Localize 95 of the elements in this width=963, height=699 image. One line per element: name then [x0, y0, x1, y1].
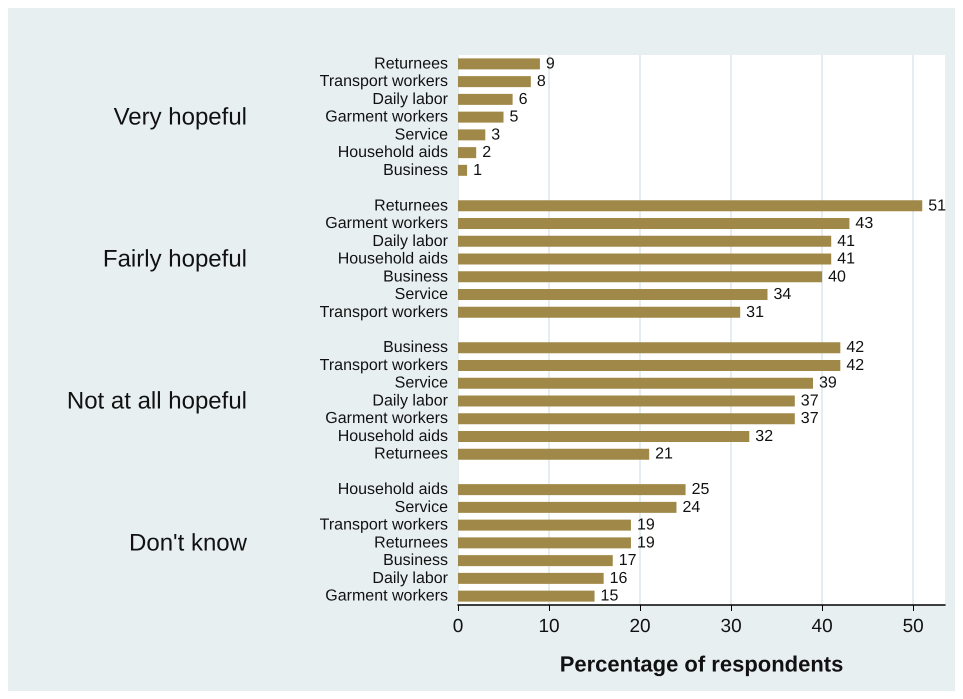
y-tick-label: Business	[383, 552, 448, 570]
data-label: 19	[636, 534, 655, 552]
bar	[458, 129, 486, 140]
bar	[458, 218, 850, 230]
x-tick-label: 40	[812, 616, 833, 637]
data-label: 17	[618, 552, 637, 570]
y-tick-label: Business	[383, 339, 448, 356]
x-tick-label: 10	[538, 616, 560, 637]
x-tick-label: 50	[902, 616, 924, 637]
y-tick-label: Garment workers	[325, 108, 448, 126]
y-tick-label: Returnees	[374, 55, 448, 72]
data-label: 16	[610, 570, 628, 587]
x-tick-label: 0	[452, 616, 464, 637]
data-label: 41	[837, 232, 856, 250]
y-tick-label: Business	[383, 162, 448, 179]
bar	[458, 112, 504, 123]
bar	[458, 306, 740, 318]
y-tick-label: Service	[394, 126, 448, 144]
y-tick-label: Returnees	[374, 197, 448, 214]
data-label: 25	[692, 481, 710, 498]
data-label: 39	[819, 374, 837, 392]
y-tick-label: Household aids	[338, 144, 448, 162]
data-label: 42	[846, 356, 864, 374]
bar	[458, 555, 613, 566]
data-label: 15	[600, 588, 618, 605]
y-tick-label: Daily labor	[372, 90, 449, 108]
bar	[458, 271, 822, 282]
text: Don't know	[129, 529, 248, 556]
y-tick-label: Garment workers	[325, 215, 448, 232]
bar	[458, 572, 604, 584]
data-label: 19	[636, 516, 655, 534]
y-tick-label: Transport workers	[320, 516, 448, 534]
y-tick-label: Household aids	[338, 481, 448, 498]
data-label: 41	[837, 250, 856, 268]
bar	[458, 342, 840, 354]
bar	[458, 360, 840, 371]
x-tick-label: 20	[629, 616, 651, 637]
data-label: 1	[473, 162, 482, 179]
data-label: 32	[755, 428, 774, 445]
data-label: 8	[536, 73, 546, 90]
bar	[458, 413, 795, 424]
y-tick-label: Returnees	[374, 534, 448, 552]
x-axis-title: Percentage of respondents	[560, 652, 844, 676]
y-tick-label: Household aids	[338, 428, 448, 445]
bar	[458, 520, 631, 531]
y-tick-label: Service	[394, 374, 448, 392]
y-tick-label: Returnees	[374, 446, 448, 463]
y-tick-label: Household aids	[338, 250, 448, 268]
data-label: 51	[928, 197, 946, 214]
bar	[458, 94, 513, 105]
data-label: 37	[800, 392, 819, 410]
data-label: 43	[855, 215, 874, 232]
data-label: 24	[682, 498, 700, 516]
y-tick-label: Garment workers	[325, 588, 448, 605]
bar	[458, 502, 676, 513]
y-tick-label: Business	[383, 268, 448, 286]
y-tick-label: Daily labor	[372, 232, 449, 250]
bar	[458, 200, 922, 212]
bar	[458, 378, 814, 389]
y-tick-label: Garment workers	[325, 410, 448, 428]
text: Very hopeful	[114, 104, 247, 131]
bar	[458, 395, 795, 406]
data-label: 21	[655, 446, 674, 463]
data-label: 9	[546, 55, 555, 72]
bar	[458, 164, 468, 176]
bar	[458, 430, 750, 442]
y-tick-label: Transport workers	[320, 356, 448, 374]
data-label: 31	[746, 304, 764, 321]
bar	[458, 289, 768, 300]
data-label: 2	[482, 144, 492, 162]
bar	[458, 147, 476, 158]
y-tick-label: Daily labor	[372, 570, 449, 587]
x-tick-label: 30	[720, 616, 742, 637]
data-label: 37	[800, 410, 819, 428]
text: Not at all hopeful	[66, 387, 247, 414]
bar	[458, 58, 540, 70]
y-tick-label: Transport workers	[320, 304, 448, 321]
data-label: 6	[518, 90, 528, 108]
data-label: 40	[828, 268, 846, 286]
bar	[458, 254, 832, 265]
data-label: 5	[510, 108, 519, 126]
bar	[458, 448, 650, 460]
bar	[458, 537, 631, 548]
bar	[458, 236, 832, 247]
bar	[458, 590, 595, 602]
y-tick-label: Daily labor	[372, 392, 449, 410]
bar	[458, 484, 686, 496]
text: Fairly hopeful	[102, 246, 247, 273]
data-label: 3	[491, 126, 500, 144]
bar	[458, 76, 531, 88]
y-tick-label: Service	[394, 286, 448, 304]
y-tick-label: Transport workers	[320, 73, 448, 90]
data-label: 42	[846, 339, 864, 356]
y-tick-label: Service	[394, 498, 448, 516]
data-label: 34	[773, 286, 792, 304]
